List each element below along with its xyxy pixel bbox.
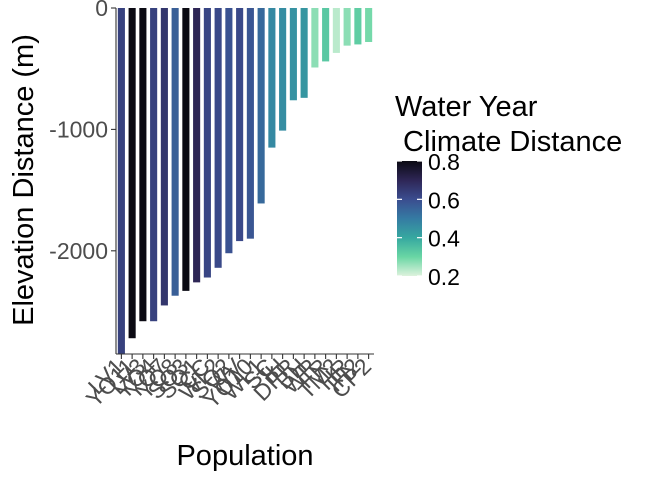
bar-sq3 bbox=[182, 8, 190, 291]
bar-yo7 bbox=[160, 8, 168, 306]
x-axis-ticks: LV1YO11LV3YO4YO7YO8SQ3SQ1CCWL2SQ2WVYO10W… bbox=[81, 353, 376, 413]
bar-tm2 bbox=[332, 8, 340, 53]
bar-cp2 bbox=[365, 8, 373, 42]
legend-ticks: 0.8 0.6 0.4 0.2 bbox=[397, 149, 460, 290]
legend-tick-label: 0.8 bbox=[428, 149, 460, 175]
bars-group bbox=[117, 8, 373, 354]
legend-title-line-1: Water Year bbox=[395, 91, 538, 123]
bar-yo11 bbox=[128, 8, 136, 339]
bar-fr bbox=[322, 8, 330, 62]
bar-cc bbox=[203, 8, 211, 278]
legend-title-line-2: Climate Distance bbox=[395, 126, 622, 158]
bar-ih2 bbox=[354, 8, 362, 45]
y-axis-ticks: 0 -1000 -2000 bbox=[49, 0, 116, 264]
y-axis-title: Elevation Distance (m) bbox=[8, 34, 40, 326]
bar-dpr bbox=[289, 8, 297, 101]
bar-lv1 bbox=[117, 8, 125, 354]
x-axis-title: Population bbox=[176, 440, 313, 472]
legend-tick-label: 0.4 bbox=[428, 226, 460, 252]
bar-sq2 bbox=[225, 8, 233, 254]
legend-colorbar bbox=[397, 161, 422, 276]
bar-wl2 bbox=[214, 8, 222, 268]
bar-ih bbox=[279, 8, 287, 131]
legend-tick-label: 0.6 bbox=[428, 187, 460, 213]
bar-wl1 bbox=[257, 8, 265, 204]
bar-wv bbox=[236, 8, 244, 242]
bar-sq1 bbox=[193, 8, 201, 283]
y-tick-label: -1000 bbox=[49, 116, 108, 142]
bar-sc bbox=[268, 8, 276, 148]
bar-yo4 bbox=[150, 8, 158, 322]
plot-panel: 0 -1000 -2000 LV1YO11LV3YO4YO7YO8SQ3SQ1CCW… bbox=[49, 0, 376, 413]
bar-bh bbox=[300, 8, 308, 98]
y-tick-label: 0 bbox=[95, 0, 108, 21]
bar-lv3 bbox=[139, 8, 147, 322]
y-tick-label: -2000 bbox=[49, 238, 108, 264]
bar-wr bbox=[311, 8, 319, 68]
legend-tick-label: 0.2 bbox=[428, 264, 460, 290]
bar-yo8 bbox=[171, 8, 179, 296]
bar-yo10 bbox=[246, 8, 254, 239]
bar-hr bbox=[343, 8, 351, 46]
color-legend: Water Year Climate Distance 0.8 0.6 0.4 0.2 bbox=[395, 91, 622, 290]
